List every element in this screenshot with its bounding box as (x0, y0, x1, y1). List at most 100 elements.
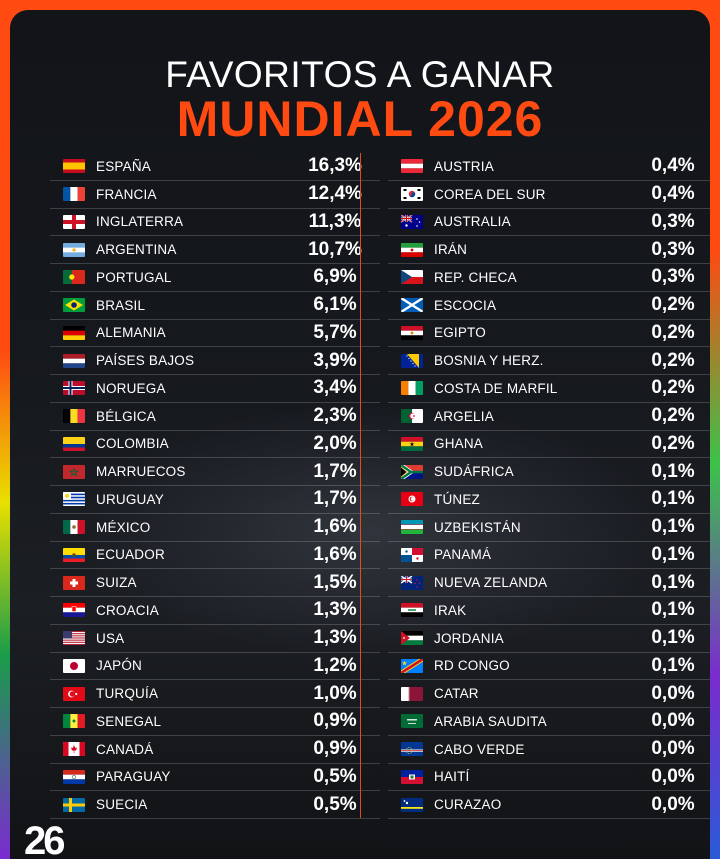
czech-flag-icon (401, 270, 423, 285)
country-name: SUDÁFRICA (434, 464, 514, 480)
sweden-flag-icon (63, 797, 85, 812)
country-name: ESCOCIA (434, 297, 497, 313)
brazil-flag-icon (63, 298, 85, 313)
win-probability: 1,7% (313, 460, 357, 482)
country-name: HAITÍ (434, 769, 470, 785)
country-name: BOSNIA Y HERZ. (434, 353, 544, 369)
country-name: IRAK (434, 602, 467, 618)
country-name: REP. CHECA (434, 269, 517, 285)
country-name: URUGUAY (96, 491, 164, 507)
country-name: GHANA (434, 436, 484, 452)
win-probability: 6,1% (313, 294, 357, 316)
saudi-arabia-flag-icon (401, 714, 423, 729)
ranking-row: ESCOCIA 0,2% (388, 292, 710, 320)
turkey-flag-icon (63, 686, 85, 701)
win-probability: 0,1% (651, 488, 695, 510)
win-probability: 0,0% (651, 738, 695, 760)
country-name: INGLATERRA (96, 214, 184, 230)
england-flag-icon (63, 214, 85, 229)
country-name: CATAR (434, 686, 479, 702)
ranking-row: COREA DEL SUR 0,4% (388, 181, 710, 209)
senegal-flag-icon (63, 714, 85, 729)
country-name: NUEVA ZELANDA (434, 575, 548, 591)
win-probability: 2,0% (313, 432, 357, 454)
haiti-flag-icon (401, 769, 423, 784)
country-name: NORUEGA (96, 380, 166, 396)
ranking-row: PAÍSES BAJOS 3,9% (50, 347, 380, 375)
ranking-row: RD CONGO 0,1% (388, 653, 710, 681)
country-name: IRÁN (434, 242, 468, 258)
ranking-row: MÉXICO 1,6% (50, 514, 380, 542)
title-line-2: MUNDIAL 2026 (176, 91, 544, 147)
jordan-flag-icon (401, 631, 423, 646)
win-probability: 0,0% (651, 682, 695, 704)
win-probability: 1,6% (313, 516, 357, 538)
win-probability: 3,4% (313, 377, 357, 399)
country-name: UZBEKISTÁN (434, 519, 521, 535)
ranking-row: TURQUÍA 1,0% (50, 680, 380, 708)
new-zealand-flag-icon (401, 575, 423, 590)
win-probability: 0,1% (651, 627, 695, 649)
win-probability: 0,0% (651, 765, 695, 787)
win-probability: 16,3% (308, 155, 362, 177)
win-probability: 0,4% (651, 183, 695, 205)
ranking-row: ARGENTINA 10,7% (50, 236, 380, 264)
win-probability: 0,1% (651, 571, 695, 593)
ranking-row: IRÁN 0,3% (388, 236, 710, 264)
win-probability: 1,7% (313, 488, 357, 510)
country-name: TURQUÍA (96, 686, 159, 702)
colombia-flag-icon (63, 436, 85, 451)
spain-flag-icon (63, 159, 85, 174)
south-korea-flag-icon (401, 187, 423, 202)
win-probability: 1,0% (313, 682, 357, 704)
netherlands-flag-icon (63, 353, 85, 368)
win-probability: 6,9% (313, 266, 357, 288)
canada-flag-icon (63, 742, 85, 757)
ranking-row: CABO VERDE 0,0% (388, 736, 710, 764)
win-probability: 0,1% (651, 460, 695, 482)
paraguay-flag-icon (63, 769, 85, 784)
ranking-row: UZBEKISTÁN 0,1% (388, 514, 710, 542)
japan-flag-icon (63, 658, 85, 673)
panama-flag-icon (401, 547, 423, 562)
ranking-row: COLOMBIA 2,0% (50, 431, 380, 459)
win-probability: 0,1% (651, 516, 695, 538)
ranking-row: NORUEGA 3,4% (50, 375, 380, 403)
argentina-flag-icon (63, 242, 85, 257)
win-probability: 3,9% (313, 349, 357, 371)
win-probability: 2,3% (313, 405, 357, 427)
win-probability: 0,1% (651, 543, 695, 565)
win-probability: 0,5% (313, 765, 357, 787)
ranking-row: ECUADOR 1,6% (50, 542, 380, 570)
title-line-1: FAVORITOS A GANAR (165, 54, 555, 95)
ranking-row: MARRUECOS 1,7% (50, 458, 380, 486)
win-probability: 0,9% (313, 738, 357, 760)
column-divider (360, 153, 361, 818)
france-flag-icon (63, 187, 85, 202)
win-probability: 12,4% (308, 183, 362, 205)
country-name: BÉLGICA (96, 408, 156, 424)
win-probability: 0,2% (651, 377, 695, 399)
win-probability: 1,6% (313, 543, 357, 565)
ranking-row: COSTA DE MARFIL 0,2% (388, 375, 710, 403)
ranking-row: TÚNEZ 0,1% (388, 486, 710, 514)
country-name: RD CONGO (434, 658, 510, 674)
ranking-row: BOSNIA Y HERZ. 0,2% (388, 347, 710, 375)
country-name: PORTUGAL (96, 269, 172, 285)
ranking-row: AUSTRALIA 0,3% (388, 209, 710, 237)
win-probability: 0,2% (651, 294, 695, 316)
poster-frame: FAVORITOS A GANAR MUNDIAL 2026 ESPAÑA 16,… (10, 10, 710, 859)
ranking-row: ESPAÑA 16,3% (50, 153, 380, 181)
win-probability: 10,7% (308, 238, 362, 260)
country-name: ESPAÑA (96, 158, 151, 174)
ranking-row: BÉLGICA 2,3% (50, 403, 380, 431)
country-name: CABO VERDE (434, 741, 525, 757)
left-column: ESPAÑA 16,3% FRANCIA 12,4% INGLATERRA 11,3% AR… (50, 153, 380, 819)
win-probability: 0,3% (651, 238, 695, 260)
ranking-row: FRANCIA 12,4% (50, 181, 380, 209)
country-name: BRASIL (96, 297, 146, 313)
ranking-row: JORDANIA 0,1% (388, 625, 710, 653)
mexico-flag-icon (63, 520, 85, 535)
norway-flag-icon (63, 381, 85, 396)
ranking-row: EGIPTO 0,2% (388, 320, 710, 348)
